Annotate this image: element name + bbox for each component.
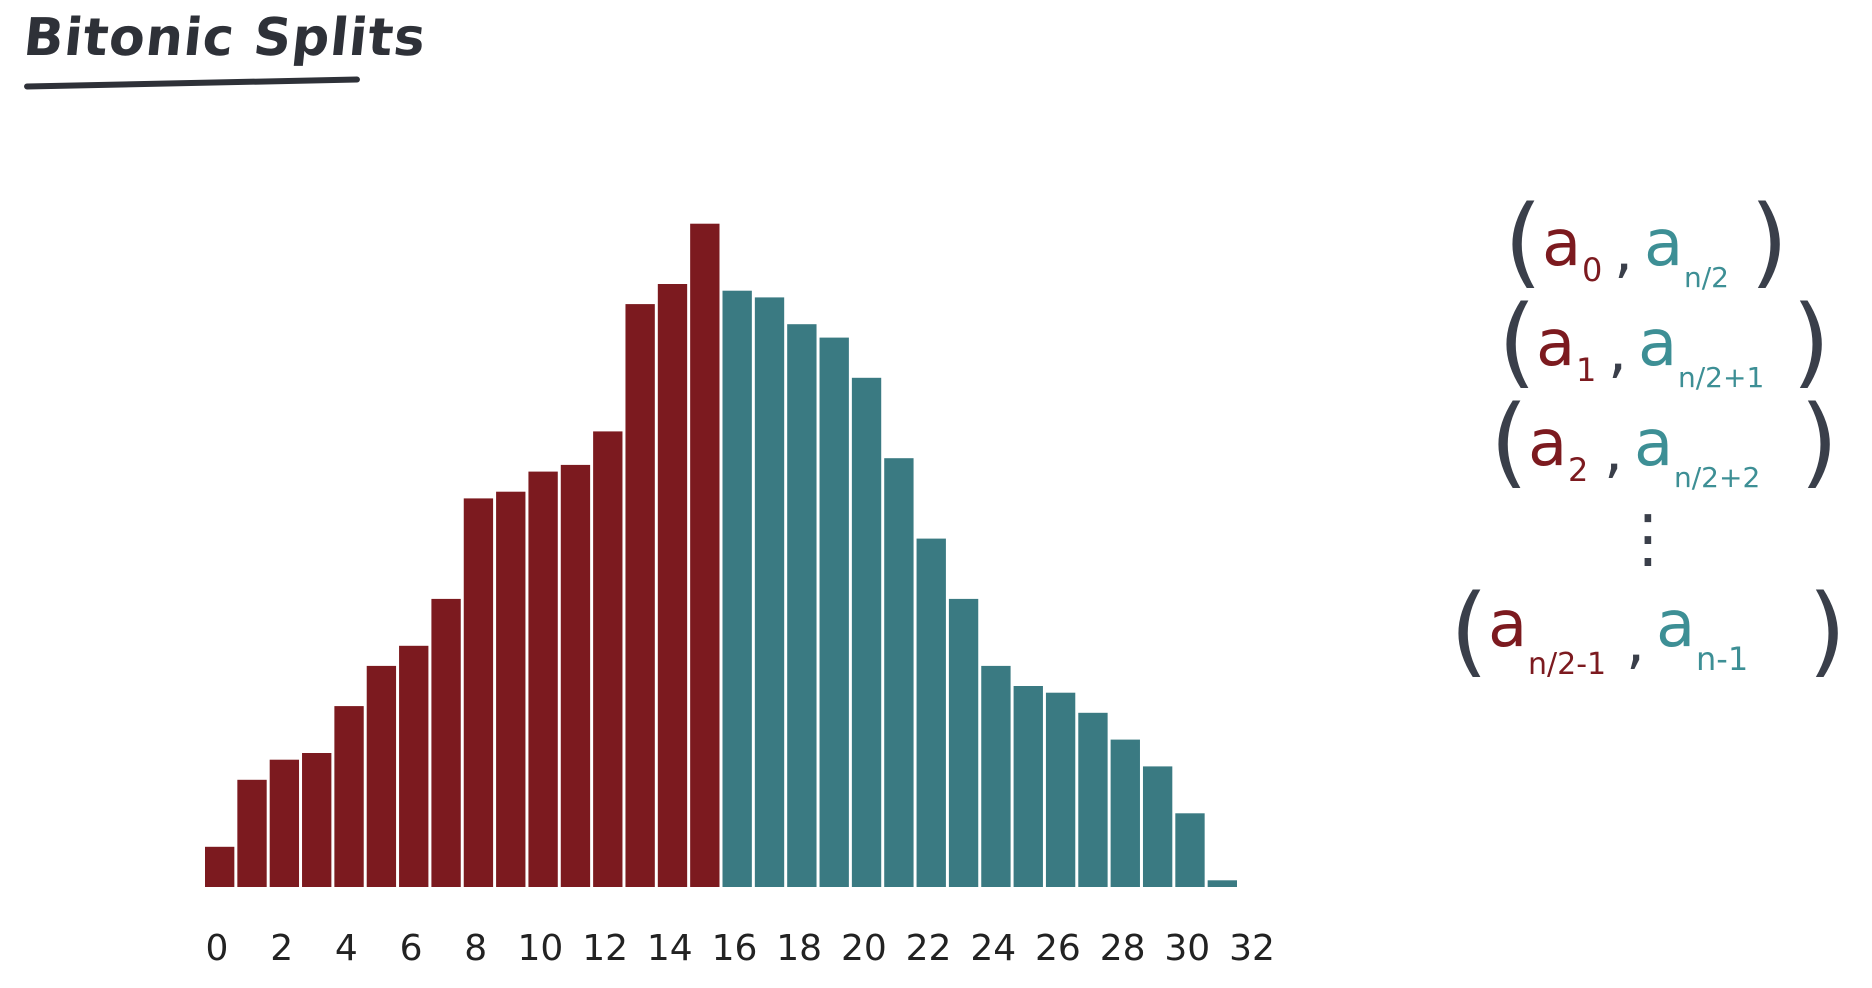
x-tick-label: 8 (464, 928, 487, 969)
bar-4 (334, 706, 364, 887)
bar-1 (237, 779, 267, 887)
x-tick-label: 10 (518, 928, 564, 969)
bar-24 (981, 665, 1011, 887)
bar-8 (463, 498, 494, 887)
bar-10 (528, 471, 558, 887)
x-tick-label: 14 (647, 928, 693, 969)
formula-2-teal: a (1634, 407, 1673, 481)
x-tick-label: 18 (776, 928, 822, 969)
open-paren: ( (1504, 185, 1542, 299)
x-tick-label: 24 (970, 928, 1016, 969)
formula-2-red-sub: 2 (1568, 451, 1588, 489)
bar-14 (657, 284, 688, 887)
x-tick-label: 20 (841, 928, 887, 969)
close-paren: ) (1750, 185, 1788, 299)
formula-0-teal: a (1644, 207, 1683, 281)
formula-3-teal: a (1656, 588, 1695, 662)
formula-1-red: a (1536, 307, 1575, 381)
vertical-ellipsis: ⋮ (1616, 502, 1680, 576)
formula-3-red: a (1488, 588, 1527, 662)
bar-19 (819, 337, 849, 888)
x-tick-label: 28 (1100, 928, 1146, 969)
bar-6 (399, 645, 429, 887)
bar-17 (754, 297, 785, 887)
formula-row-1: ( a 1 , a n/2+1 ) (1498, 285, 1830, 399)
bar-2 (269, 759, 300, 887)
formula-2-red: a (1528, 407, 1567, 481)
formula-row-2: ( a 2 , a n/2+2 ) (1490, 385, 1838, 499)
x-tick-label: 22 (906, 928, 952, 969)
pair-formulas: ( a 0 , a n/2 ) ( a 1 , a n/2+1 ) ( a 2 … (1450, 185, 1846, 688)
open-paren: ( (1450, 574, 1488, 688)
x-tick-label: 16 (712, 928, 758, 969)
formula-0-red-sub: 0 (1582, 251, 1602, 289)
bar-26 (1045, 692, 1076, 887)
bar-15 (690, 223, 720, 887)
formula-1-teal-sub: n/2+1 (1678, 361, 1764, 394)
x-tick-label: 6 (400, 928, 423, 969)
x-tick-label: 12 (582, 928, 628, 969)
bar-30 (1175, 813, 1205, 887)
bar-31 (1207, 880, 1237, 887)
open-paren: ( (1490, 385, 1528, 499)
bar-29 (1142, 766, 1173, 887)
bar-25 (1013, 686, 1043, 887)
x-tick-label: 0 (206, 928, 229, 969)
formula-1-teal: a (1638, 307, 1677, 381)
bar-28 (1110, 739, 1140, 887)
formula-row-3: ( a n/2-1 , a n-1 ) (1450, 574, 1846, 688)
bar-chart: 0 2 4 6 8 10 12 14 16 18 20 22 24 26 28 30 32 (205, 223, 1275, 969)
bar-12 (593, 431, 623, 887)
bar-3 (302, 753, 332, 887)
x-tick-label: 30 (1164, 928, 1210, 969)
x-tick-label: 2 (270, 928, 293, 969)
close-paren: ) (1800, 385, 1838, 499)
bar-23 (948, 598, 979, 887)
bar-22 (916, 538, 946, 887)
bar-27 (1078, 712, 1108, 887)
open-paren: ( (1498, 285, 1536, 399)
formula-2-teal-sub: n/2+2 (1674, 461, 1760, 494)
formula-0-teal-sub: n/2 (1684, 261, 1729, 294)
bar-18 (787, 324, 817, 887)
bar-21 (884, 458, 914, 887)
formula-1-red-sub: 1 (1576, 351, 1596, 389)
x-tick-label: 4 (335, 928, 358, 969)
bar-0 (205, 846, 235, 887)
bar-7 (431, 598, 461, 887)
formula-3-teal-sub: n-1 (1696, 640, 1748, 678)
formula-0-red: a (1542, 207, 1581, 281)
comma: , (1604, 416, 1623, 486)
comma: , (1614, 216, 1633, 286)
bar-16 (722, 290, 752, 887)
bar-13 (625, 304, 655, 888)
comma: , (1626, 607, 1645, 677)
close-paren: ) (1808, 574, 1846, 688)
bar-5 (366, 665, 397, 887)
bar-9 (496, 491, 526, 887)
close-paren: ) (1792, 285, 1830, 399)
formula-row-0: ( a 0 , a n/2 ) (1504, 185, 1788, 299)
comma: , (1608, 316, 1627, 386)
x-tick-label: 26 (1035, 928, 1081, 969)
x-tick-label: 32 (1229, 928, 1275, 969)
bar-20 (851, 377, 882, 887)
bar-11 (560, 464, 591, 887)
formula-3-red-sub: n/2-1 (1528, 647, 1606, 682)
